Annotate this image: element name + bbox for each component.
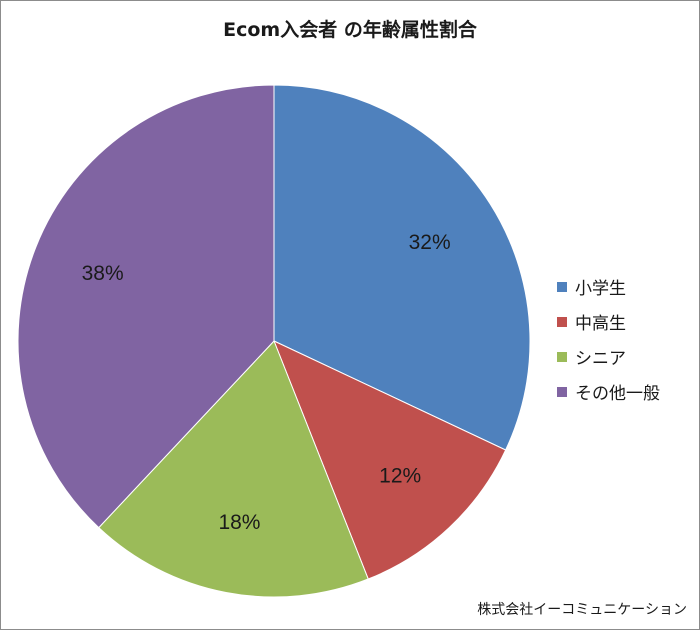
legend-item-senior: シニア <box>557 339 660 374</box>
slice-data-label: 32% <box>409 231 451 254</box>
credit-text: 株式会社イーコミュニケーション <box>477 602 687 618</box>
legend-label: 中高生 <box>575 314 626 334</box>
chart-title: Ecom入会者 の年齢属性割合 <box>223 19 477 41</box>
pie-slice-elementary <box>273 84 531 451</box>
slice-data-label: 12% <box>379 464 421 487</box>
legend: 小学生 中高生 シニア その他一般 <box>557 269 660 409</box>
slice-data-label: 38% <box>82 262 124 285</box>
pie-slice-senior <box>98 340 369 598</box>
legend-label: 小学生 <box>575 279 626 299</box>
pie-slice-other <box>17 84 275 529</box>
legend-swatch <box>557 281 567 292</box>
slice-data-label: 18% <box>218 511 260 534</box>
legend-label: その他一般 <box>575 384 660 404</box>
legend-swatch <box>557 386 567 397</box>
legend-swatch <box>557 316 567 327</box>
legend-item-elementary: 小学生 <box>557 269 660 304</box>
pie-slice-middle-high <box>273 340 507 580</box>
legend-item-other: その他一般 <box>557 374 660 409</box>
legend-swatch <box>557 351 567 362</box>
legend-label: シニア <box>575 349 626 369</box>
legend-item-middle-high: 中高生 <box>557 304 660 339</box>
